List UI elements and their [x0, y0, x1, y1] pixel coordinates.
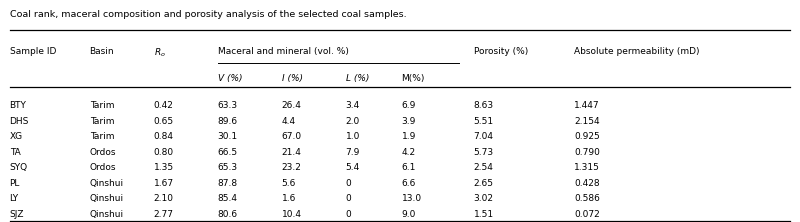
Text: 7.9: 7.9	[346, 148, 360, 157]
Text: PL: PL	[10, 179, 20, 188]
Text: 63.3: 63.3	[218, 101, 238, 110]
Text: 3.9: 3.9	[402, 117, 416, 126]
Text: 2.0: 2.0	[346, 117, 360, 126]
Text: 9.0: 9.0	[402, 210, 416, 219]
Text: Sample ID: Sample ID	[10, 47, 56, 56]
Text: Coal rank, maceral composition and porosity analysis of the selected coal sample: Coal rank, maceral composition and poros…	[10, 10, 406, 19]
Text: 0.42: 0.42	[154, 101, 174, 110]
Text: 21.4: 21.4	[282, 148, 302, 157]
Text: 0.925: 0.925	[574, 132, 600, 141]
Text: 5.4: 5.4	[346, 163, 360, 172]
Text: 1.51: 1.51	[474, 210, 494, 219]
Text: V (%): V (%)	[218, 74, 242, 83]
Text: LY: LY	[10, 194, 18, 203]
Text: 1.67: 1.67	[154, 179, 174, 188]
Text: $R_{o}$: $R_{o}$	[154, 47, 166, 59]
Text: 8.63: 8.63	[474, 101, 494, 110]
Text: 0.428: 0.428	[574, 179, 600, 188]
Text: 5.6: 5.6	[282, 179, 296, 188]
Text: 2.54: 2.54	[474, 163, 494, 172]
Text: 1.6: 1.6	[282, 194, 296, 203]
Text: 89.6: 89.6	[218, 117, 238, 126]
Text: 0.65: 0.65	[154, 117, 174, 126]
Text: I (%): I (%)	[282, 74, 302, 83]
Text: 23.2: 23.2	[282, 163, 302, 172]
Text: 3.02: 3.02	[474, 194, 494, 203]
Text: Ordos: Ordos	[90, 148, 116, 157]
Text: 85.4: 85.4	[218, 194, 238, 203]
Text: 2.65: 2.65	[474, 179, 494, 188]
Text: 6.9: 6.9	[402, 101, 416, 110]
Text: 7.04: 7.04	[474, 132, 494, 141]
Text: M(%): M(%)	[402, 74, 425, 83]
Text: 0.790: 0.790	[574, 148, 600, 157]
Text: 13.0: 13.0	[402, 194, 422, 203]
Text: 80.6: 80.6	[218, 210, 238, 219]
Text: 2.154: 2.154	[574, 117, 600, 126]
Text: Tarim: Tarim	[90, 117, 114, 126]
Text: 2.10: 2.10	[154, 194, 174, 203]
Text: 67.0: 67.0	[282, 132, 302, 141]
Text: 2.77: 2.77	[154, 210, 174, 219]
Text: 0.072: 0.072	[574, 210, 600, 219]
Text: Qinshui: Qinshui	[90, 179, 124, 188]
Text: 10.4: 10.4	[282, 210, 302, 219]
Text: 4.4: 4.4	[282, 117, 296, 126]
Text: BTY: BTY	[10, 101, 26, 110]
Text: XG: XG	[10, 132, 22, 141]
Text: 1.9: 1.9	[402, 132, 416, 141]
Text: 1.0: 1.0	[346, 132, 360, 141]
Text: 3.4: 3.4	[346, 101, 360, 110]
Text: Qinshui: Qinshui	[90, 210, 124, 219]
Text: 0: 0	[346, 194, 351, 203]
Text: 1.447: 1.447	[574, 101, 600, 110]
Text: 4.2: 4.2	[402, 148, 416, 157]
Text: 5.51: 5.51	[474, 117, 494, 126]
Text: 6.6: 6.6	[402, 179, 416, 188]
Text: Maceral and mineral (vol. %): Maceral and mineral (vol. %)	[218, 47, 349, 56]
Text: L (%): L (%)	[346, 74, 369, 83]
Text: 26.4: 26.4	[282, 101, 302, 110]
Text: 0.80: 0.80	[154, 148, 174, 157]
Text: 5.73: 5.73	[474, 148, 494, 157]
Text: Absolute permeability (mD): Absolute permeability (mD)	[574, 47, 700, 56]
Text: 0.84: 0.84	[154, 132, 174, 141]
Text: Basin: Basin	[90, 47, 114, 56]
Text: 1.35: 1.35	[154, 163, 174, 172]
Text: 30.1: 30.1	[218, 132, 238, 141]
Text: 65.3: 65.3	[218, 163, 238, 172]
Text: SYQ: SYQ	[10, 163, 28, 172]
Text: 0.586: 0.586	[574, 194, 600, 203]
Text: Qinshui: Qinshui	[90, 194, 124, 203]
Text: 87.8: 87.8	[218, 179, 238, 188]
Text: 0: 0	[346, 210, 351, 219]
Text: 0: 0	[346, 179, 351, 188]
Text: Tarim: Tarim	[90, 101, 114, 110]
Text: Ordos: Ordos	[90, 163, 116, 172]
Text: TA: TA	[10, 148, 20, 157]
Text: Porosity (%): Porosity (%)	[474, 47, 528, 56]
Text: DHS: DHS	[10, 117, 29, 126]
Text: 1.315: 1.315	[574, 163, 600, 172]
Text: SJZ: SJZ	[10, 210, 24, 219]
Text: 66.5: 66.5	[218, 148, 238, 157]
Text: Tarim: Tarim	[90, 132, 114, 141]
Text: 6.1: 6.1	[402, 163, 416, 172]
